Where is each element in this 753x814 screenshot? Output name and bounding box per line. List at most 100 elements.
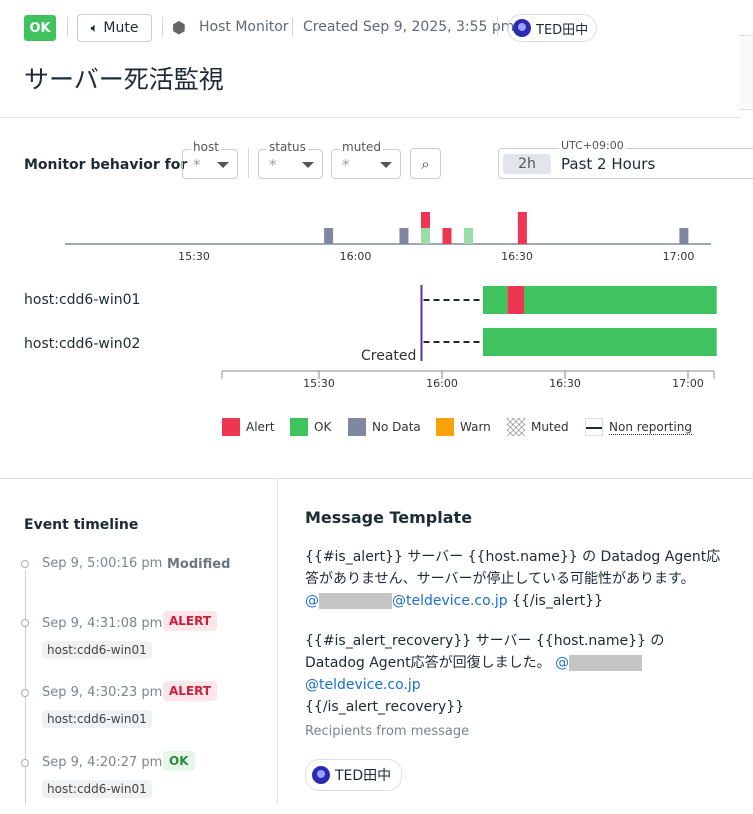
mention-link[interactable]: @ (555, 655, 570, 671)
created-marker-label: Created (361, 348, 417, 364)
recipient-name: TED田中 (335, 768, 392, 784)
status-filter[interactable]: status * (258, 140, 323, 179)
monitor-type: Host Monitor (199, 19, 289, 35)
ok-bar (464, 228, 474, 244)
caret-down-icon (217, 162, 229, 168)
created-date: Created Sep 9, 2025, 3:55 pm (303, 19, 515, 35)
mute-label: Mute (103, 20, 139, 36)
search-button[interactable]: ⌕ (410, 148, 441, 179)
ok-bar (420, 228, 430, 244)
x-tick-label: 16:00 (339, 250, 372, 263)
message-alert: {{#is_alert}} サーバー {{host.name}} の Datad… (305, 546, 725, 612)
alert-badge: ALERT (163, 611, 218, 631)
x-tick-label: 15:30 (303, 377, 335, 390)
caret-down-icon (302, 162, 314, 168)
event-label: Modified (167, 557, 231, 572)
nodata-swatch (348, 418, 366, 436)
status-badge: OK (24, 15, 56, 41)
legend-muted: Muted (507, 418, 569, 436)
mention-link[interactable]: @teldevice.co.jp (392, 593, 508, 609)
event-timeline-title: Event timeline (24, 517, 139, 533)
legend-label: Muted (531, 420, 569, 434)
caret-down-icon (380, 162, 392, 168)
page-title: サーバー死活監視 (24, 65, 224, 94)
host-tag[interactable]: host:cdd6-win01 (42, 710, 152, 728)
nodata-bar (324, 228, 334, 244)
range-short: 2h (503, 154, 551, 174)
legend-label: No Data (372, 420, 421, 434)
timeline-dot (21, 689, 29, 697)
legend-label: Warn (460, 420, 491, 434)
avatar (312, 766, 330, 784)
mute-button[interactable]: 🔈︎ Mute (77, 14, 152, 42)
owner-chip[interactable]: TED田中 (507, 14, 598, 42)
legend-label: Alert (246, 420, 275, 434)
muted-filter-label: muted (340, 140, 383, 154)
time-range-picker[interactable]: UTC+09:00 2h Past 2 Hours (498, 139, 753, 179)
filter-label: Monitor behavior for (24, 157, 188, 173)
legend-nodata: No Data (348, 418, 421, 436)
avatar (513, 19, 531, 37)
muted-filter[interactable]: muted * (331, 140, 401, 179)
timezone-label: UTC+09:00 (559, 139, 626, 153)
recipients-label: Recipients from message (305, 724, 470, 739)
monitor-charts (65, 212, 717, 379)
host-filter-label: host (191, 140, 221, 154)
row-label: host:cdd6-win01 (24, 292, 141, 308)
status-filter-value: * (269, 156, 277, 174)
ok-segment (483, 328, 717, 356)
x-tick-label: 16:30 (501, 250, 533, 263)
nodata-bar (399, 228, 409, 244)
alert-bar (420, 212, 430, 228)
legend-label: OK (314, 420, 332, 434)
x-tick-label: 16:30 (549, 377, 581, 390)
range-label: Past 2 Hours (561, 155, 656, 173)
owner-name: TED田中 (536, 22, 589, 38)
timeline-dot (21, 560, 29, 568)
x-tick-label: 17:00 (662, 250, 695, 263)
message-text: {{/is_alert_recovery}} (305, 699, 465, 715)
event-time[interactable]: Sep 9, 5:00:16 pm (42, 556, 163, 571)
ok-badge: OK (163, 751, 195, 771)
legend-alert: Alert (222, 418, 275, 436)
hexagon-icon: ⬢ (172, 18, 186, 37)
ok-segment (483, 286, 508, 314)
host-tag[interactable]: host:cdd6-win01 (42, 641, 152, 659)
mention-link[interactable]: @teldevice.co.jp (305, 677, 421, 693)
alert-bar (517, 212, 527, 244)
warn-swatch (436, 418, 454, 436)
row-label: host:cdd6-win02 (24, 336, 141, 352)
search-icon: ⌕ (421, 154, 430, 173)
legend-ok: OK (290, 418, 331, 436)
muted-swatch (507, 418, 525, 436)
event-time[interactable]: Sep 9, 4:30:23 pm (42, 685, 163, 700)
x-tick-label: 16:00 (426, 377, 458, 390)
alert-badge: ALERT (163, 681, 218, 701)
alert-segment (507, 286, 524, 314)
ok-swatch (290, 418, 308, 436)
muted-filter-value: * (342, 156, 350, 174)
legend-nonreporting[interactable]: Non reporting (585, 418, 692, 436)
x-tick-label: 17:00 (672, 377, 704, 390)
mention-link[interactable]: @ (305, 593, 319, 609)
event-time[interactable]: Sep 9, 4:20:27 pm (42, 755, 163, 770)
recipient-chip[interactable]: TED田中 (305, 759, 403, 791)
alert-swatch (222, 418, 240, 436)
speaker-icon: 🔈︎ (90, 20, 99, 36)
timeline-dot (21, 759, 29, 767)
nodata-bar (679, 228, 689, 244)
status-filter-label: status (267, 140, 308, 154)
x-tick-label: 15:30 (178, 250, 210, 263)
nonreporting-swatch (585, 418, 603, 436)
message-text: {{#is_alert}} サーバー {{host.name}} の Datad… (305, 549, 721, 587)
legend-label: Non reporting (609, 419, 692, 435)
host-tag[interactable]: host:cdd6-win01 (42, 780, 152, 798)
message-recovery: {{#is_alert_recovery}} サーバー {{host.name}… (305, 630, 725, 718)
host-filter-value: * (193, 156, 201, 174)
event-time[interactable]: Sep 9, 4:31:08 pm (42, 616, 163, 631)
alert-bar (442, 228, 452, 244)
ok-segment (524, 286, 717, 314)
message-title: Message Template (305, 508, 473, 527)
redacted-block (319, 593, 392, 609)
host-filter[interactable]: host * (182, 140, 238, 179)
